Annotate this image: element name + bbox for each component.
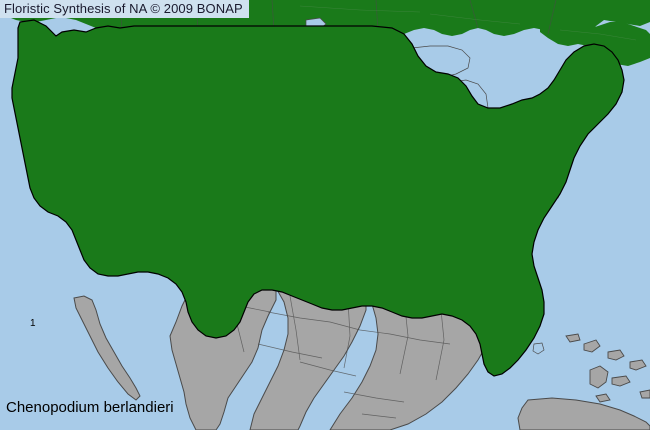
region-mexico — [73, 281, 495, 430]
species-name-label: Chenopodium berlandieri — [6, 399, 174, 416]
baja-california — [73, 295, 141, 401]
lake-okeechobee — [532, 342, 545, 355]
cuba — [517, 397, 650, 430]
region-caribbean — [517, 333, 650, 430]
ocean-index-marker: 1 — [30, 318, 36, 329]
map-title-bar: Floristic Synthesis of NA © 2009 BONAP — [0, 0, 249, 18]
andros-island — [589, 365, 609, 389]
